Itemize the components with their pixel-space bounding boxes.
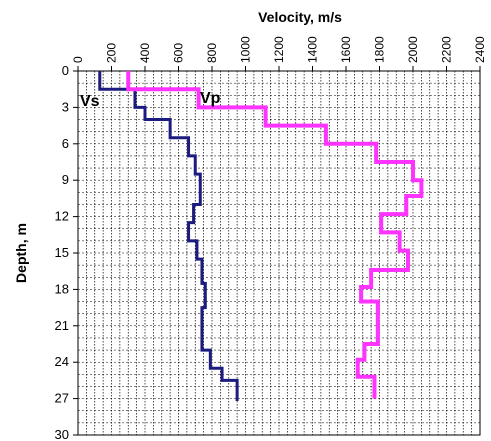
x-tick-label: 1000: [239, 36, 253, 63]
x-tick-label: 1600: [339, 36, 353, 63]
x-tick-label: 200: [105, 43, 119, 63]
x-tick-label: 1400: [306, 36, 320, 63]
y-tick-label: 27: [55, 391, 69, 406]
series-label: Vp: [200, 90, 221, 107]
y-tick-label: 21: [55, 318, 69, 333]
x-tick-label: 2400: [473, 36, 487, 63]
chart-title: Velocity, m/s: [258, 9, 342, 25]
x-tick-label: 2200: [440, 36, 454, 63]
y-tick-label: 3: [62, 99, 69, 114]
y-tick-label: 15: [55, 245, 69, 260]
x-tick-label: 800: [205, 43, 219, 63]
y-tick-label: 30: [55, 427, 69, 441]
y-tick-label: 12: [55, 209, 69, 224]
x-tick-label: 2000: [406, 36, 420, 63]
x-tick-label: 400: [138, 43, 152, 63]
x-tick-label: 600: [172, 43, 186, 63]
y-tick-label: 6: [62, 136, 69, 151]
series-line: [98, 71, 239, 402]
series-label: Vs: [80, 93, 100, 110]
x-tick-label: 1800: [373, 36, 387, 63]
y-tick-label: 9: [62, 172, 69, 187]
x-tick-label: 0: [71, 56, 85, 63]
y-tick-label: 18: [55, 281, 69, 296]
x-tick-label: 1200: [272, 36, 286, 63]
y-axis-label: Depth, m: [13, 223, 29, 283]
series-line: [126, 71, 424, 399]
y-tick-label: 24: [55, 354, 69, 369]
y-tick-label: 0: [62, 63, 69, 78]
